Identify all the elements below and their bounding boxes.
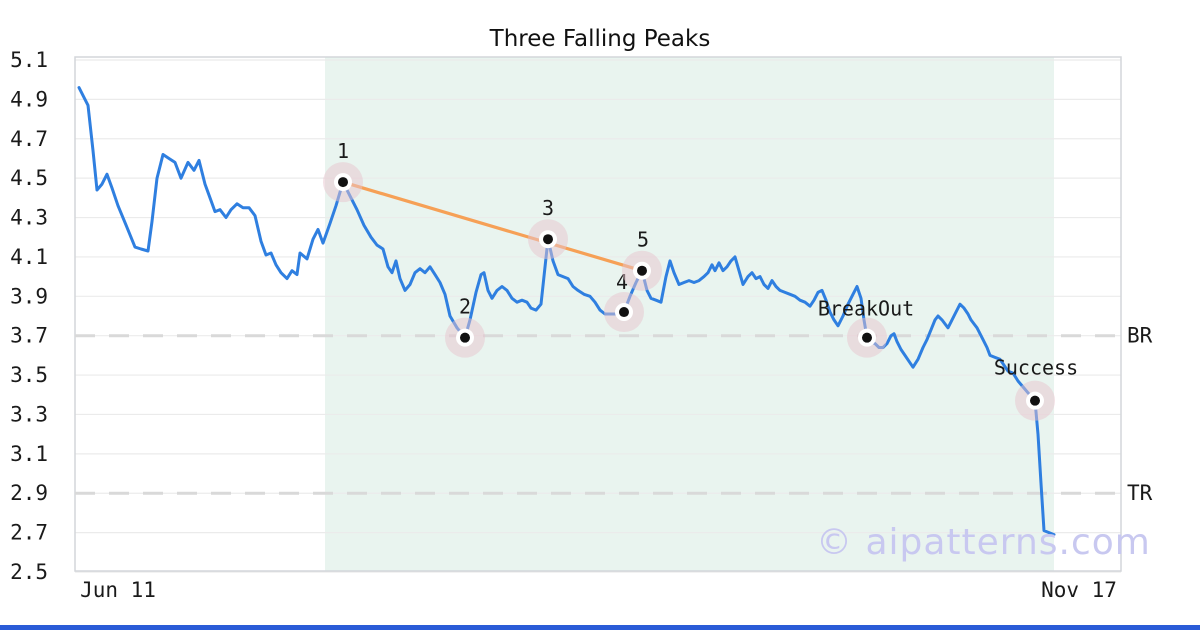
- y-tick-label: 3.9: [10, 284, 48, 308]
- x-tick-label: Jun 11: [80, 578, 156, 602]
- marker-dot-5: [637, 265, 647, 276]
- marker-dot-2: [460, 332, 470, 343]
- annotation-label-1: 1: [337, 139, 349, 163]
- y-tick-label: 4.7: [10, 127, 48, 151]
- watermark: © aipatterns.com: [816, 522, 1151, 563]
- marker-dot-1: [338, 177, 348, 188]
- plot-frame: [74, 56, 1122, 572]
- y-tick-label: 3.1: [10, 442, 48, 466]
- target-level-label: TR: [1127, 481, 1153, 505]
- y-tick-label: 4.9: [10, 87, 48, 111]
- annotation-label-2: 2: [459, 295, 471, 319]
- y-tick-label: 4.1: [10, 245, 48, 269]
- y-tick-label: 4.5: [10, 166, 48, 190]
- bottom-accent-bar: [0, 625, 1200, 630]
- pattern-shaded-region: [325, 57, 1054, 571]
- marker-dot-success: [1030, 395, 1040, 406]
- marker-dot-breakout: [862, 332, 872, 343]
- annotation-label-breakout: BreakOut: [818, 297, 914, 321]
- annotation-label-3: 3: [542, 196, 554, 220]
- annotation-label-5: 5: [637, 228, 649, 252]
- y-tick-label: 2.7: [10, 521, 48, 545]
- marker-dot-3: [543, 234, 553, 245]
- y-tick-label: 3.5: [10, 363, 48, 387]
- breakout-level-label: BR: [1127, 324, 1153, 348]
- chart-title: Three Falling Peaks: [489, 26, 711, 52]
- y-tick-label: 3.7: [10, 324, 48, 348]
- trend-line: [341, 180, 644, 273]
- marker-dot-4: [619, 307, 629, 318]
- x-tick-label: Nov 17: [1041, 578, 1117, 602]
- y-tick-label: 4.3: [10, 206, 48, 230]
- annotation-label-success: Success: [994, 356, 1078, 380]
- y-tick-label: 3.3: [10, 402, 48, 426]
- y-tick-label: 2.5: [10, 560, 48, 584]
- y-tick-label: 5.1: [10, 48, 48, 72]
- y-tick-label: 2.9: [10, 481, 48, 505]
